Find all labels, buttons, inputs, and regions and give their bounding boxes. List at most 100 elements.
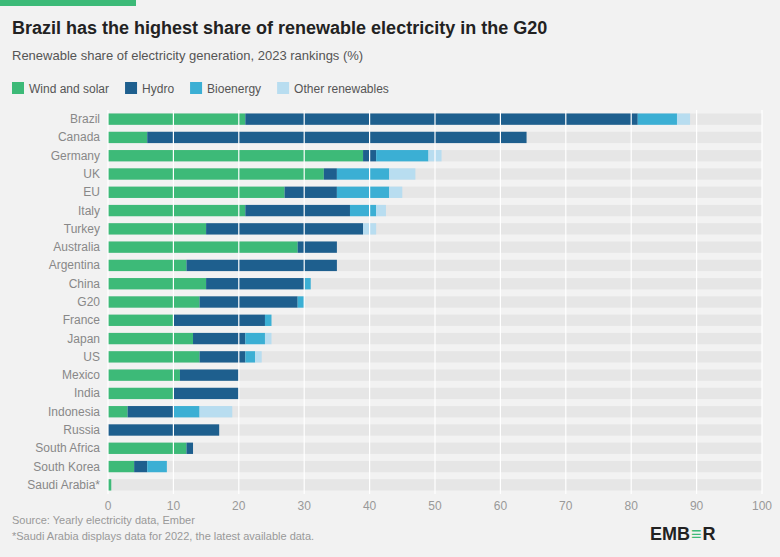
bar-segment [219,424,220,435]
bar-segment [173,315,265,326]
category-label: Brazil [70,112,100,126]
bar-segment [173,406,199,417]
footnote: *Saudi Arabia displays data for 2022, th… [12,530,314,542]
bar-segment [108,187,285,198]
title: Brazil has the highest share of renewabl… [12,18,547,38]
category-label: Australia [53,240,100,254]
bar-segment [108,168,324,179]
source: Source: Yearly electricity data, Ember [12,514,195,526]
bar-segment [108,113,245,124]
tick-label: 20 [232,499,246,513]
category-label: Indonesia [48,405,100,419]
category-label: UK [83,167,100,181]
bar-segment [111,479,112,490]
tick-label: 100 [752,499,772,513]
bar-segment [111,479,112,490]
grid-line [173,110,174,494]
category-label: EU [83,185,100,199]
category-label: China [69,277,101,291]
category-label: Italy [78,204,100,218]
bar-segment [108,260,186,271]
bar-segment [298,296,305,307]
grid-line [434,110,435,494]
grid-line [304,110,305,494]
tick-label: 40 [363,499,377,513]
legend-label: Bioenergy [207,82,261,96]
bar-segment [186,443,193,454]
tick-label: 90 [690,499,704,513]
grid-line [369,110,370,494]
bar-segment [108,278,206,289]
category-label: Saudi Arabia* [27,478,100,492]
category-label: South Korea [33,460,100,474]
logo-mark: ≡ [691,524,702,544]
grid-line [238,110,239,494]
grid-line [500,110,501,494]
category-label: India [74,386,100,400]
bar-segment [245,351,255,362]
grid-line [565,110,566,494]
bar-segment [108,132,147,143]
bar-segment [337,187,389,198]
bar-segment [336,241,337,252]
bar-segment [108,150,363,161]
legend-label: Hydro [142,82,174,96]
category-label: Germany [51,149,100,163]
bar-segment [677,113,690,124]
bar-segment [128,406,174,417]
bar-segment [206,278,304,289]
bar-segment [526,132,527,143]
bar-segment [337,168,389,179]
category-label: Mexico [62,368,100,382]
tick-label: 50 [428,499,442,513]
bar-segment [376,150,428,161]
tick-label: 10 [167,499,181,513]
legend-swatch [190,82,202,94]
bar-segment [193,443,194,454]
grid-line [107,110,108,494]
bar-segment [108,296,200,307]
category-label: G20 [77,295,100,309]
bar-segment [200,296,298,307]
bar-segment [108,461,134,472]
bar-segment [173,388,238,399]
logo: EMB≡R [650,524,716,544]
category-label: Canada [58,130,100,144]
category-label: Japan [67,332,100,346]
bar-segment [304,278,311,289]
bar-segment [219,424,220,435]
bar-segment [200,406,233,417]
bar-segment [186,260,336,271]
tick-label: 60 [494,499,508,513]
legend-label: Wind and solar [29,82,109,96]
bar-segment [108,241,298,252]
bar-segment [108,205,245,216]
bar-segment [108,351,200,362]
category-label: Turkey [64,222,100,236]
category-label: Russia [63,423,100,437]
legend-swatch [277,82,289,94]
category-label: France [63,313,101,327]
background [0,0,780,557]
bar-segment [336,241,337,252]
bar-segment [638,113,677,124]
category-label: Argentina [49,258,101,272]
legend-label: Other renewables [294,82,389,96]
bar-segment [180,369,239,380]
bar-segment [193,333,245,344]
bar-segment [336,260,337,271]
bar-segment [298,241,337,252]
bar-segment [108,223,206,234]
tick-label: 30 [298,499,312,513]
bar-segment [265,333,272,344]
bar-segment [108,443,186,454]
legend: Wind and solar Hydro Bioenergy Other renewa… [12,82,389,96]
bar-segment [108,369,180,380]
bar-segment [206,223,363,234]
bar-segment [108,424,219,435]
bar-segment [376,205,386,216]
grid-line [631,110,632,494]
subtitle: Renewable share of electricity generatio… [12,48,363,63]
grid [108,110,762,494]
logo-text: EMB [650,524,690,544]
